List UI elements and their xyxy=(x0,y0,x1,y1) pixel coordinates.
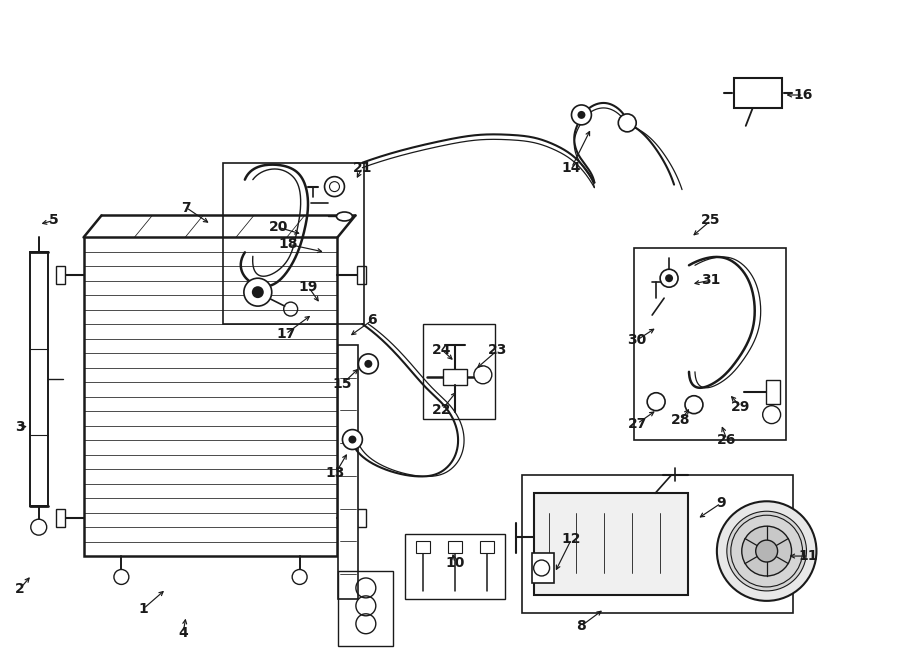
Text: 8: 8 xyxy=(577,619,586,633)
Circle shape xyxy=(742,526,792,576)
Ellipse shape xyxy=(337,212,353,221)
Circle shape xyxy=(348,436,356,444)
Text: 28: 28 xyxy=(671,412,691,426)
Bar xyxy=(766,380,779,404)
Text: 31: 31 xyxy=(701,273,721,287)
Text: 29: 29 xyxy=(731,400,751,414)
Circle shape xyxy=(756,540,778,562)
Bar xyxy=(634,248,786,440)
Bar xyxy=(532,553,554,583)
Text: 18: 18 xyxy=(279,238,299,252)
Text: 20: 20 xyxy=(269,220,288,234)
Text: 4: 4 xyxy=(178,626,188,639)
Text: 5: 5 xyxy=(49,213,58,228)
Text: 15: 15 xyxy=(333,377,352,391)
Circle shape xyxy=(731,515,803,587)
Text: 22: 22 xyxy=(432,402,452,416)
Text: 7: 7 xyxy=(181,201,191,214)
Circle shape xyxy=(660,269,678,287)
Bar xyxy=(480,541,494,553)
Circle shape xyxy=(358,354,378,374)
Bar xyxy=(84,238,338,556)
Circle shape xyxy=(572,105,591,125)
Circle shape xyxy=(685,396,703,414)
Text: 12: 12 xyxy=(562,532,581,546)
Text: 24: 24 xyxy=(432,343,452,357)
Circle shape xyxy=(647,393,665,410)
Bar xyxy=(522,475,793,613)
Circle shape xyxy=(31,519,47,535)
Text: 26: 26 xyxy=(717,432,736,447)
Circle shape xyxy=(534,560,550,576)
Text: 1: 1 xyxy=(139,602,148,616)
Bar xyxy=(405,534,505,599)
Text: 14: 14 xyxy=(562,161,581,175)
Circle shape xyxy=(252,286,264,298)
Circle shape xyxy=(727,511,806,591)
Text: 13: 13 xyxy=(326,467,346,481)
Circle shape xyxy=(717,501,816,601)
Bar xyxy=(416,541,430,553)
Circle shape xyxy=(665,274,673,282)
Circle shape xyxy=(343,430,363,449)
Circle shape xyxy=(364,360,373,368)
Text: 25: 25 xyxy=(701,213,721,228)
Bar xyxy=(357,266,366,284)
Text: 23: 23 xyxy=(488,343,508,357)
Text: 21: 21 xyxy=(353,161,372,175)
Bar xyxy=(357,509,366,527)
Bar xyxy=(223,163,364,324)
Circle shape xyxy=(292,569,307,585)
Text: 27: 27 xyxy=(627,416,647,430)
Bar xyxy=(56,266,65,284)
Bar xyxy=(423,324,495,418)
Text: 30: 30 xyxy=(627,333,647,347)
Bar xyxy=(448,541,462,553)
Bar xyxy=(534,493,688,595)
Circle shape xyxy=(578,111,585,119)
Text: 17: 17 xyxy=(276,327,295,341)
Text: 10: 10 xyxy=(446,556,464,570)
Bar xyxy=(443,369,467,385)
Circle shape xyxy=(244,278,272,306)
Circle shape xyxy=(325,177,345,197)
Text: 2: 2 xyxy=(15,582,24,596)
Text: 9: 9 xyxy=(716,496,725,510)
Text: 3: 3 xyxy=(15,420,24,434)
Text: 6: 6 xyxy=(367,313,377,327)
Bar xyxy=(338,345,358,599)
Bar xyxy=(30,252,48,506)
Circle shape xyxy=(762,406,780,424)
Circle shape xyxy=(618,114,636,132)
Text: 16: 16 xyxy=(794,88,814,102)
Text: 19: 19 xyxy=(299,280,319,294)
Circle shape xyxy=(114,569,129,585)
Bar xyxy=(734,78,781,108)
Bar xyxy=(56,509,65,527)
Bar xyxy=(338,571,393,645)
Circle shape xyxy=(474,366,491,384)
Text: 11: 11 xyxy=(798,549,818,563)
